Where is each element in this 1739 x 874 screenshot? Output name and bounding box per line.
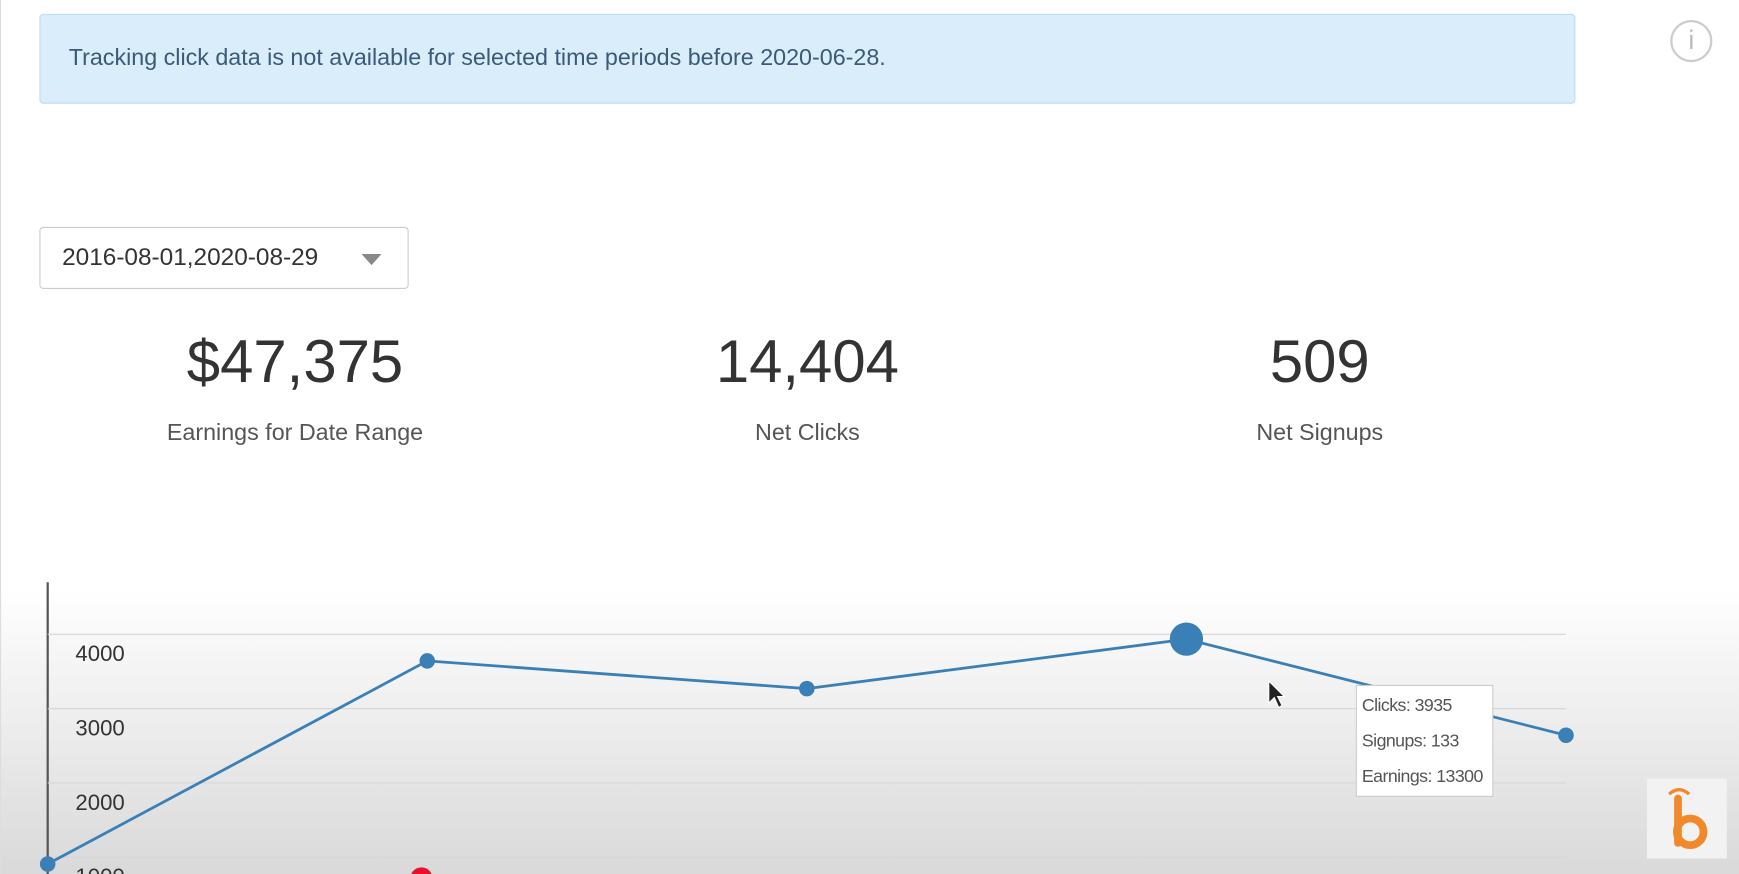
stat-value: 509 bbox=[1270, 328, 1370, 395]
date-range-dropdown[interactable]: 2016-08-01,2020-08-29 bbox=[39, 226, 409, 289]
data-point bbox=[1169, 622, 1204, 656]
y-tick-label: 2000 bbox=[75, 790, 124, 815]
tooltip-text: Signups: 133 bbox=[1362, 731, 1460, 751]
y-tick-label: 3000 bbox=[75, 716, 124, 741]
tooltip-box bbox=[1355, 684, 1494, 797]
data-point bbox=[799, 680, 815, 697]
data-point bbox=[1558, 727, 1574, 744]
tooltip-text: Clicks: 3935 bbox=[1362, 695, 1453, 715]
svg-text:i: i bbox=[1688, 25, 1694, 55]
marker-dot bbox=[411, 867, 432, 874]
stat-value: $47,375 bbox=[187, 328, 403, 395]
notice-banner bbox=[39, 13, 1576, 104]
stat-value: 14,404 bbox=[716, 328, 899, 395]
mouse-cursor bbox=[1268, 679, 1286, 709]
date-range-text: 2016-08-01,2020-08-29 bbox=[62, 244, 318, 271]
chart: 1000 2000 3000 4000 Clicks: 3935 Signups: 133… bbox=[39, 582, 1574, 874]
stat-label: Earnings for Date Range bbox=[167, 419, 423, 445]
data-point bbox=[39, 856, 56, 872]
y-tick-label: 1000 bbox=[75, 864, 124, 874]
stat-label: Net Signups bbox=[1256, 419, 1383, 445]
y-tick-label: 4000 bbox=[75, 641, 124, 666]
info-button[interactable]: i bbox=[1670, 19, 1713, 63]
notice-text: Tracking click data is not available for… bbox=[69, 44, 886, 70]
logo bbox=[1646, 778, 1727, 859]
stat-label: Net Clicks bbox=[755, 419, 860, 445]
tooltip-text: Earnings: 13300 bbox=[1362, 766, 1484, 786]
data-point bbox=[419, 653, 436, 669]
